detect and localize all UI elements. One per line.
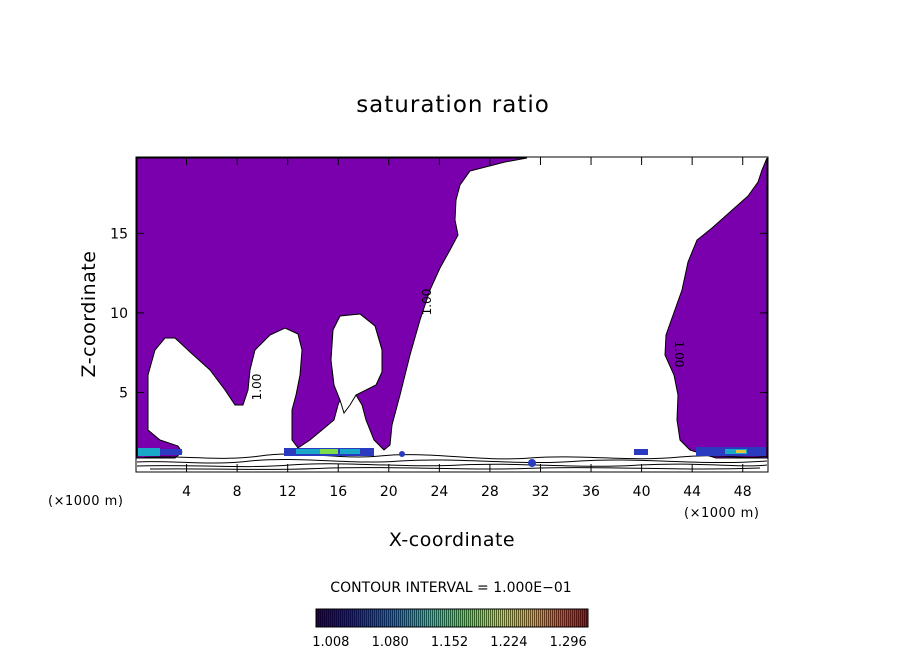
colorbar-bands (316, 609, 588, 627)
x-tick-label: 40 (633, 484, 651, 500)
plot-frame (135, 156, 769, 473)
chart-title: saturation ratio (356, 92, 550, 118)
x-tick-label: 32 (532, 484, 550, 500)
y-tick-label: 5 (119, 385, 128, 401)
x-axis-ticks: 4 8 12 16 20 24 28 32 36 40 44 48 (182, 157, 752, 500)
colorbar-frame (315, 608, 589, 628)
x-tick-label: 44 (683, 484, 701, 500)
colorbar-tick-label: 1.296 (550, 635, 587, 650)
x-axis-label: X-coordinate (389, 529, 515, 551)
y-tick-label: 10 (110, 306, 128, 322)
y-axis-ticks: 5 10 15 (110, 226, 768, 401)
surface-contours (136, 453, 768, 470)
x-tick-label: 36 (582, 484, 600, 500)
x-tick-label: 24 (430, 484, 448, 500)
x-tick-label: 48 (734, 484, 752, 500)
y-unit-label: (×1000 m) (48, 494, 123, 509)
colorbar-tick-label: 1.224 (490, 635, 527, 650)
contour-interval-text: CONTOUR INTERVAL = 1.000E−01 (330, 580, 571, 596)
contour-label-2: 1.00 (420, 289, 434, 316)
contour-label-3: 1.00 (672, 341, 686, 368)
x-tick-label: 12 (279, 484, 297, 500)
plot-area (135, 156, 769, 473)
x-tick-label: 20 (380, 484, 398, 500)
x-tick-label: 28 (481, 484, 499, 500)
x-unit-label: (×1000 m) (684, 506, 759, 521)
unsaturated-pocket-center (330, 313, 383, 415)
x-tick-label: 4 (182, 484, 191, 500)
saturated-region-right (664, 157, 768, 459)
colorbar-tick-labels: 1.008 1.080 1.152 1.224 1.296 (312, 635, 587, 650)
y-tick-label: 15 (110, 226, 128, 242)
x-tick-label: 16 (329, 484, 347, 500)
surface-blobs (138, 447, 766, 467)
y-axis-label: Z-coordinate (78, 251, 100, 378)
x-tick-label: 8 (233, 484, 242, 500)
colorbar-tick-label: 1.008 (312, 635, 349, 650)
colorbar-tick-label: 1.152 (431, 635, 468, 650)
colorbar-tick-label: 1.080 (372, 635, 409, 650)
contour-label-1: 1.00 (250, 374, 264, 401)
